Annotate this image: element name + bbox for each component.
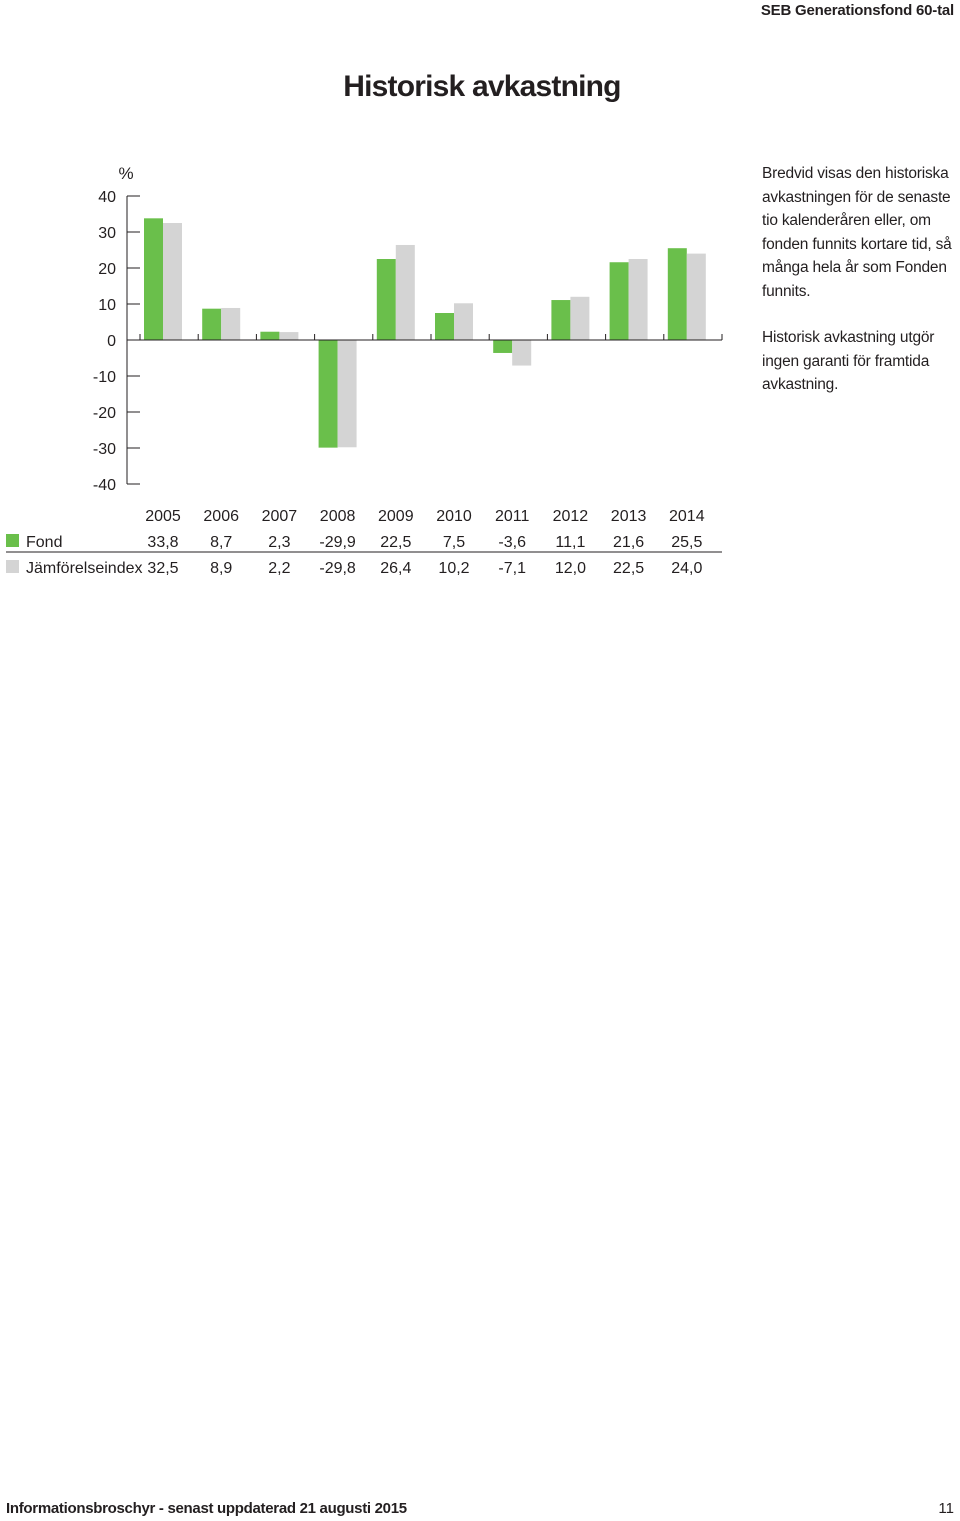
bar-fond-2014: [667, 248, 687, 340]
table-value-index-2011: -7,1: [498, 560, 526, 577]
legend-label-index: Jämförelseindex: [26, 560, 143, 577]
table-value-index-2009: 26,4: [380, 560, 411, 577]
side-text-paragraph-2: Historisk avkastning utgör ingen garanti…: [762, 329, 935, 393]
bar-index-2013: [628, 259, 648, 340]
bar-index-2011: [512, 340, 532, 366]
side-text-paragraph-1: Bredvid visas den historiska avkastninge…: [762, 165, 952, 300]
y-tick-label: -40: [93, 477, 116, 494]
page-number: 11: [938, 1500, 954, 1517]
table-value-index-2012: 12,0: [555, 560, 586, 577]
bar-index-2006: [221, 307, 241, 340]
bar-index-2009: [395, 244, 415, 340]
bar-fond-2011: [493, 340, 513, 353]
y-tick-label: 40: [98, 189, 116, 206]
table-value-index-2007: 2,2: [268, 560, 290, 577]
legend-swatch-fond: [6, 534, 19, 547]
y-tick-label: -10: [93, 369, 116, 386]
table-value-index-2010: 10,2: [438, 560, 469, 577]
table-value-fond-2011: -3,6: [498, 534, 526, 551]
bar-fond-2005: [144, 218, 163, 340]
table-value-fond-2007: 2,3: [268, 534, 290, 551]
table-year-2012: 2012: [553, 508, 589, 525]
table-value-fond-2006: 8,7: [210, 534, 232, 551]
table-value-fond-2005: 33,8: [147, 534, 178, 551]
y-tick-label: 0: [107, 333, 116, 350]
table-value-fond-2012: 11,1: [555, 534, 585, 551]
bar-fond-2008: [318, 340, 338, 448]
table-year-2007: 2007: [262, 508, 298, 525]
table-value-fond-2010: 7,5: [443, 534, 465, 551]
y-tick-label: 30: [98, 225, 116, 242]
table-value-index-2005: 32,5: [147, 560, 178, 577]
bar-fond-2006: [202, 308, 222, 340]
bar-fond-2012: [551, 300, 571, 340]
table-value-index-2013: 22,5: [613, 560, 644, 577]
bar-fond-2009: [376, 259, 396, 340]
table-year-2006: 2006: [203, 508, 239, 525]
bar-index-2010: [454, 303, 473, 340]
bar-fond-2013: [609, 262, 629, 340]
table-year-2008: 2008: [320, 508, 356, 525]
bar-index-2012: [570, 296, 590, 340]
page-title: Historisk avkastning: [343, 70, 621, 103]
y-tick-label: 20: [98, 261, 116, 278]
fund-name-header: SEB Generationsfond 60-tal: [760, 2, 954, 19]
table-year-2009: 2009: [378, 508, 414, 525]
legend-swatch-index: [6, 560, 19, 573]
table-value-index-2014: 24,0: [671, 560, 702, 577]
table-value-fond-2008: -29,9: [319, 534, 356, 551]
table-year-2014: 2014: [669, 508, 705, 525]
bar-fond-2010: [435, 313, 454, 340]
table-year-2010: 2010: [436, 508, 472, 525]
side-text: Bredvid visas den historiska avkastninge…: [762, 162, 958, 420]
legend-label-fond: Fond: [26, 534, 62, 551]
bar-index-2008: [337, 340, 357, 448]
y-tick-label: -30: [93, 441, 116, 458]
table-value-index-2006: 8,9: [210, 560, 232, 577]
footer-text: Informationsbroschyr - senast uppdaterad…: [6, 1500, 407, 1517]
table-year-2005: 2005: [145, 508, 181, 525]
y-tick-label: 10: [98, 297, 116, 314]
bar-fond-2007: [260, 331, 280, 340]
y-tick-label: -20: [93, 405, 116, 422]
bar-index-2007: [279, 332, 299, 340]
bar-index-2014: [686, 253, 706, 340]
table-value-fond-2014: 25,5: [671, 534, 702, 551]
table-value-fond-2013: 21,6: [613, 534, 644, 551]
bar-index-2005: [163, 223, 182, 340]
table-value-fond-2009: 22,5: [380, 534, 411, 551]
y-axis-unit-label: %: [118, 164, 133, 183]
table-value-index-2008: -29,8: [319, 560, 356, 577]
table-year-2011: 2011: [495, 508, 530, 525]
table-year-2013: 2013: [611, 508, 647, 525]
